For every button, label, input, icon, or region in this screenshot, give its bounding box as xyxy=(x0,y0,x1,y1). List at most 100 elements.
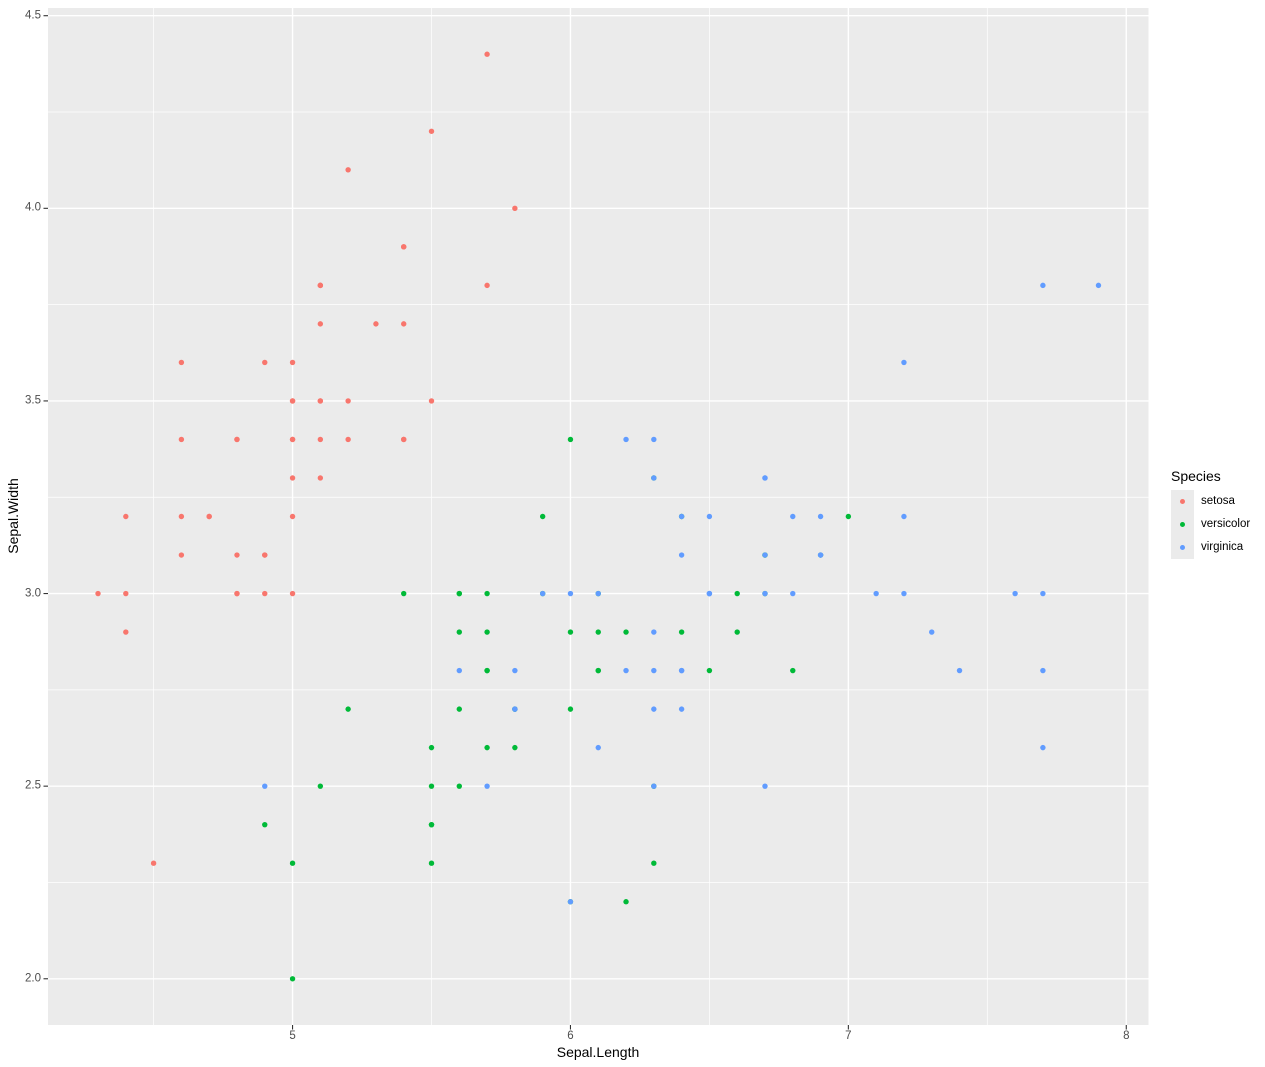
data-point-setosa xyxy=(178,513,185,520)
data-point-virginica xyxy=(901,359,907,366)
data-point-setosa xyxy=(234,590,240,597)
data-point-versicolor xyxy=(595,667,601,674)
data-point-versicolor xyxy=(484,590,490,597)
data-point-versicolor xyxy=(484,744,490,751)
data-point-virginica xyxy=(512,667,518,674)
legend: Species setosa versicolor virginica xyxy=(1171,469,1250,559)
data-point-setosa xyxy=(206,513,212,520)
data-point-versicolor xyxy=(456,706,462,712)
y-tick-label: 2.0 xyxy=(25,972,41,985)
data-point-setosa xyxy=(484,282,490,289)
data-point-virginica xyxy=(651,667,657,674)
data-point-virginica xyxy=(817,513,824,520)
data-point-setosa xyxy=(289,436,296,443)
data-point-setosa xyxy=(262,552,268,558)
legend-key xyxy=(1171,536,1194,559)
data-point-virginica xyxy=(651,706,657,712)
data-point-setosa xyxy=(401,321,407,327)
data-point-setosa xyxy=(317,321,324,327)
legend-dot-icon xyxy=(1179,544,1186,551)
data-point-setosa xyxy=(289,475,296,481)
data-point-setosa xyxy=(123,629,129,635)
data-point-setosa xyxy=(317,475,324,481)
data-point-setosa xyxy=(289,590,296,597)
data-point-virginica xyxy=(1040,590,1046,597)
data-point-virginica xyxy=(956,667,963,674)
data-point-setosa xyxy=(178,552,185,558)
data-point-virginica xyxy=(901,590,907,597)
data-point-versicolor xyxy=(567,706,574,712)
data-point-versicolor xyxy=(706,667,713,674)
data-point-setosa xyxy=(317,436,324,443)
legend-title: Species xyxy=(1171,468,1221,484)
data-point-versicolor xyxy=(289,860,296,866)
data-point-setosa xyxy=(234,552,240,558)
data-point-virginica xyxy=(790,513,796,520)
data-point-virginica xyxy=(678,513,685,520)
data-point-virginica xyxy=(262,783,268,789)
y-tick-label: 2.5 xyxy=(25,779,41,792)
x-tick-label: 7 xyxy=(845,1030,852,1042)
legend-key xyxy=(1171,490,1194,513)
data-point-setosa xyxy=(345,398,351,404)
data-point-setosa xyxy=(262,590,268,597)
data-point-versicolor xyxy=(512,744,518,751)
data-point-virginica xyxy=(762,590,768,597)
data-point-virginica xyxy=(1040,282,1046,289)
y-axis-title: Sepal.Width xyxy=(5,478,21,554)
data-point-virginica xyxy=(651,783,657,789)
data-point-virginica xyxy=(678,667,685,674)
data-point-setosa xyxy=(484,51,490,57)
data-point-versicolor xyxy=(623,899,629,905)
data-point-setosa xyxy=(345,436,351,443)
data-point-virginica xyxy=(790,590,796,597)
x-tick-label: 8 xyxy=(1123,1030,1130,1042)
legend-label: versicolor xyxy=(1201,517,1251,530)
y-tick-label: 4.0 xyxy=(25,201,41,214)
data-point-virginica xyxy=(456,667,462,674)
data-point-setosa xyxy=(178,359,185,366)
data-point-setosa xyxy=(289,359,296,366)
data-point-versicolor xyxy=(262,821,268,828)
data-point-virginica xyxy=(484,783,490,789)
data-point-versicolor xyxy=(456,590,462,597)
data-point-virginica xyxy=(706,513,713,520)
data-point-versicolor xyxy=(428,821,435,828)
data-point-virginica xyxy=(678,552,685,558)
data-point-versicolor xyxy=(623,629,629,635)
data-point-virginica xyxy=(817,552,824,558)
data-point-setosa xyxy=(428,128,435,134)
data-point-versicolor xyxy=(651,860,657,866)
data-point-setosa xyxy=(428,398,435,404)
data-point-setosa xyxy=(317,398,324,404)
data-point-virginica xyxy=(1040,667,1046,674)
data-point-versicolor xyxy=(845,513,852,520)
data-point-setosa xyxy=(289,513,296,520)
data-point-virginica xyxy=(623,436,629,443)
data-point-setosa xyxy=(95,590,101,597)
data-point-setosa xyxy=(123,590,129,597)
data-point-virginica xyxy=(539,590,546,597)
data-point-setosa xyxy=(345,167,351,173)
data-point-virginica xyxy=(623,667,629,674)
data-point-virginica xyxy=(1012,590,1018,597)
data-point-setosa xyxy=(262,359,268,366)
x-tick-label: 5 xyxy=(289,1030,296,1042)
legend-dot-icon xyxy=(1179,498,1186,505)
data-point-virginica xyxy=(512,706,518,712)
data-point-versicolor xyxy=(678,629,685,635)
legend-key xyxy=(1171,513,1194,536)
data-point-virginica xyxy=(901,513,907,520)
plot-panel xyxy=(48,8,1149,1025)
data-point-virginica xyxy=(651,475,657,481)
data-point-setosa xyxy=(178,436,185,443)
data-point-versicolor xyxy=(289,976,296,982)
data-point-virginica xyxy=(873,590,879,597)
data-point-versicolor xyxy=(734,629,740,635)
data-point-versicolor xyxy=(595,629,601,635)
data-point-virginica xyxy=(678,706,685,712)
legend-items: setosa versicolor virginica xyxy=(1171,490,1250,559)
data-point-setosa xyxy=(150,860,157,866)
data-point-virginica xyxy=(762,552,768,558)
